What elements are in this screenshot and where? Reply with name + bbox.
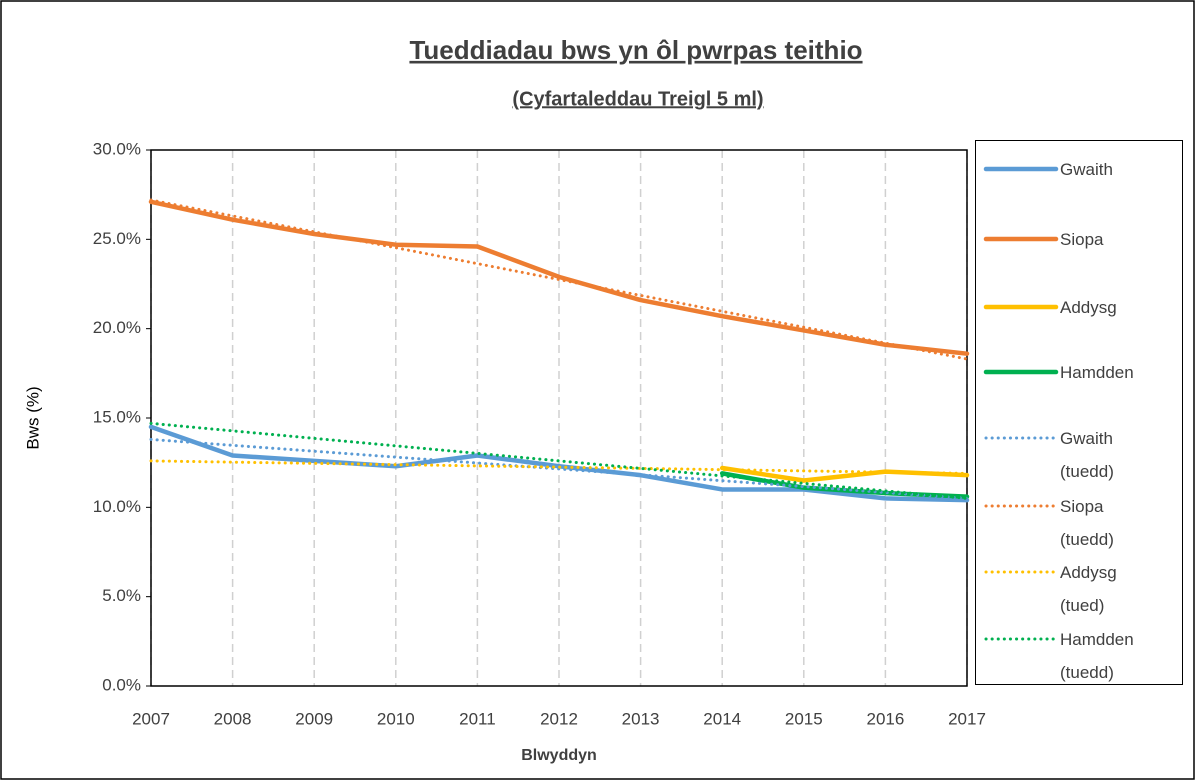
legend-swatch (984, 436, 1058, 440)
legend-item: Siopa (980, 229, 1150, 256)
chart-title: Tueddiadau bws yn ôl pwrpas teithio (409, 35, 862, 65)
legend-swatch (984, 570, 1058, 574)
x-tick-label: 2012 (540, 709, 578, 728)
x-tick-label: 2014 (703, 709, 741, 728)
x-tick-label: 2015 (785, 709, 823, 728)
legend-item: Siopa (tuedd) (980, 496, 1150, 556)
trend-line (149, 437, 969, 500)
legend-label: Hamdden (1060, 363, 1134, 382)
legend-label: Hamdden (tuedd) (1060, 630, 1134, 682)
legend: Gwaith Siopa Addysg Hamdden Gwaith (tuedd) Si… (975, 140, 1183, 685)
chart-subtitle: (Cyfartaleddau Treigl 5 ml) (512, 88, 763, 110)
y-tick-label: 10.0% (93, 497, 141, 516)
y-tick-label: 25.0% (93, 229, 141, 248)
trend-line (149, 421, 969, 500)
legend-item: Hamdden (tuedd) (980, 629, 1150, 689)
x-tick-label: 2009 (295, 709, 333, 728)
legend-label: Addysg (1060, 298, 1117, 317)
trend-line (149, 198, 969, 361)
legend-swatch (983, 166, 1059, 172)
legend-swatch (983, 369, 1059, 375)
y-tick-label: 30.0% (93, 139, 141, 158)
legend-label: Addysg (tued) (1060, 563, 1117, 615)
legend-swatch (984, 637, 1058, 641)
x-tick-label: 2007 (132, 709, 170, 728)
legend-swatch (983, 236, 1059, 242)
legend-swatch (983, 304, 1059, 310)
x-tick-label: 2010 (377, 709, 415, 728)
x-tick-label: 2016 (866, 709, 904, 728)
legend-label: Gwaith (1060, 160, 1113, 179)
legend-item: Addysg (980, 297, 1150, 324)
x-tick-label: 2011 (459, 709, 496, 728)
trend-line (149, 459, 969, 475)
plot-border (150, 149, 968, 687)
series-line (148, 199, 970, 356)
legend-item: Addysg (tued) (980, 562, 1150, 622)
x-tick-label: 2017 (948, 709, 986, 728)
legend-label: Siopa (tuedd) (1060, 497, 1114, 549)
y-tick-label: 0.0% (102, 675, 141, 694)
legend-item: Hamdden (980, 362, 1150, 389)
y-tick-label: 15.0% (93, 407, 141, 426)
legend-swatch (984, 504, 1058, 508)
y-axis-label: Bws (%) (23, 386, 42, 449)
y-tick-label: 5.0% (102, 586, 141, 605)
x-axis-label: Blwyddyn (521, 747, 597, 764)
x-tick-label: 2013 (622, 709, 660, 728)
y-tick-label: 20.0% (93, 318, 141, 337)
legend-label: Siopa (1060, 230, 1104, 249)
legend-label: Gwaith (tuedd) (1060, 429, 1114, 481)
x-tick-label: 2008 (214, 709, 252, 728)
legend-item: Gwaith (tuedd) (980, 428, 1150, 488)
legend-item: Gwaith (980, 159, 1150, 186)
